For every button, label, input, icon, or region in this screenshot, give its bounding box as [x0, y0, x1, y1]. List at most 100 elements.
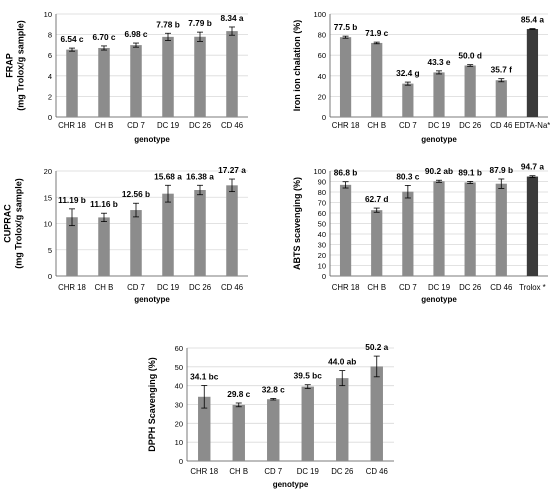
data-label: 85.4 a: [521, 15, 544, 25]
x-tick-label: EDTA-Na*: [515, 121, 550, 130]
bar: [194, 36, 206, 117]
y-axis-label: (mg Trolox/g sample): [16, 20, 26, 111]
bar: [232, 404, 245, 461]
y-tick-label: 0: [322, 113, 326, 122]
x-tick-label: CD 7: [264, 467, 282, 476]
data-label: 6.98 c: [124, 29, 147, 39]
bar: [339, 184, 352, 276]
bar: [433, 181, 445, 276]
bar: [66, 217, 78, 276]
x-tick-label: DC 19: [297, 467, 319, 476]
bar: [370, 366, 383, 461]
y-axis-label: CUPRAC: [3, 204, 13, 243]
y-axis-label: (mg Trolox/g sample): [14, 178, 24, 269]
data-label: 43.3 e: [427, 57, 450, 67]
data-label: 15.68 a: [154, 171, 182, 181]
y-tick-label: 10: [44, 10, 52, 19]
x-tick-label: CH B: [367, 283, 386, 292]
x-tick-label: DC 26: [331, 467, 353, 476]
y-tick-label: 60: [318, 51, 326, 60]
x-axis-label: genotype: [134, 295, 170, 304]
x-tick-label: DC 19: [428, 283, 450, 292]
bar: [433, 72, 445, 117]
x-tick-label: DC 26: [459, 121, 481, 130]
y-tick-label: 6: [48, 51, 52, 60]
y-tick-label: 100: [313, 167, 326, 176]
chart-panel-2: 0 20 40 60 80 100 77.5 b CHR 18 71.9 c CH B 32.4 g…: [292, 10, 550, 144]
y-tick-label: 0: [48, 113, 52, 122]
data-label: 39.5 bc: [294, 371, 323, 381]
y-tick-label: 40: [318, 72, 326, 81]
x-tick-label: CHR 18: [332, 121, 360, 130]
data-label: 71.9 c: [365, 28, 388, 38]
x-tick-label: Trolox *: [519, 283, 546, 292]
x-tick-label: DC 19: [157, 283, 179, 292]
data-label: 11.19 b: [58, 195, 86, 205]
bar: [66, 49, 78, 117]
chart-panel-5: 0 10 20 30 40 50 60 34.1 bc CHR 18 29.8 c CH B 32.8…: [147, 342, 394, 489]
bar: [526, 29, 539, 117]
y-tick-label: 30: [175, 401, 183, 410]
y-tick-label: 80: [318, 31, 326, 40]
x-tick-label: CD 7: [399, 121, 417, 130]
bar: [464, 182, 476, 276]
y-tick-label: 20: [175, 419, 183, 428]
data-label: 17.27 a: [218, 165, 246, 175]
bar: [162, 36, 174, 118]
bar: [495, 183, 507, 276]
bar: [198, 396, 211, 461]
y-tick-label: 60: [318, 209, 326, 218]
data-label: 6.54 c: [60, 34, 83, 44]
chart-panel-1: 0 2 4 6 8 10 6.54 c CHR 18 6.70 c CH B 6.98 c CD 7 7…: [5, 10, 248, 144]
data-label: 8.34 a: [220, 13, 243, 23]
y-tick-label: 15: [44, 193, 52, 202]
x-axis-label: genotype: [421, 135, 457, 144]
x-tick-label: DC 26: [459, 283, 481, 292]
x-tick-label: CD 46: [490, 283, 512, 292]
x-tick-label: CD 46: [490, 121, 512, 130]
bar: [402, 191, 414, 276]
x-tick-label: CD 7: [399, 283, 417, 292]
y-tick-label: 40: [175, 382, 183, 391]
x-tick-label: DC 19: [428, 121, 450, 130]
x-tick-label: CHR 18: [332, 283, 360, 292]
y-axis-label: FRAP: [5, 53, 15, 78]
y-tick-label: 10: [44, 220, 52, 229]
bar: [267, 399, 280, 461]
y-tick-label: 20: [318, 251, 326, 260]
bar: [339, 37, 352, 117]
y-tick-label: 20: [318, 92, 326, 101]
data-label: 6.70 c: [92, 32, 115, 42]
y-tick-label: 50: [318, 220, 326, 229]
data-label: 16.38 a: [186, 171, 214, 181]
data-label: 12.56 b: [122, 189, 150, 199]
y-tick-label: 10: [175, 438, 183, 447]
y-tick-label: 2: [48, 92, 52, 101]
bar: [226, 185, 238, 276]
y-tick-label: 30: [318, 241, 326, 250]
data-label: 50.2 a: [365, 342, 388, 352]
data-label: 50.0 d: [458, 51, 482, 61]
y-tick-label: 70: [318, 199, 326, 208]
bar: [162, 193, 174, 276]
x-tick-label: CHR 18: [58, 283, 86, 292]
bar: [301, 386, 314, 461]
x-tick-label: DC 19: [157, 121, 179, 130]
y-tick-label: 4: [48, 72, 52, 81]
bar: [371, 42, 383, 117]
data-label: 94.7 a: [521, 162, 544, 172]
y-axis-label: DPPH Scavenging (%): [147, 357, 157, 452]
data-label: 35.7 f: [491, 65, 512, 75]
x-tick-label: CD 46: [221, 283, 243, 292]
y-tick-label: 0: [48, 272, 52, 281]
data-label: 32.4 g: [396, 68, 420, 78]
bar: [130, 45, 142, 117]
y-tick-label: 0: [179, 457, 183, 466]
y-tick-label: 80: [318, 188, 326, 197]
y-tick-label: 40: [318, 230, 326, 239]
bar: [98, 47, 110, 117]
data-label: 32.8 c: [262, 384, 285, 394]
x-tick-label: DC 26: [189, 121, 211, 130]
data-label: 80.3 c: [396, 171, 419, 181]
